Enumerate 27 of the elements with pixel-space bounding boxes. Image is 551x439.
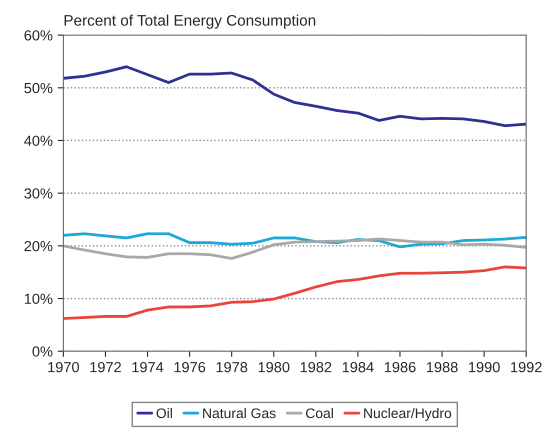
- legend-label: Oil: [156, 408, 172, 418]
- y-tick-label: 0%: [32, 346, 52, 357]
- x-tick-label: 1976: [174, 362, 206, 372]
- x-tick-label: 1982: [300, 362, 332, 372]
- line-series: [63, 65, 526, 128]
- y-tick-label: 20%: [24, 240, 52, 252]
- x-tick-label: 1984: [342, 362, 374, 372]
- x-tick-label: 1970: [48, 362, 80, 372]
- x-tick-label: 1978: [216, 362, 248, 372]
- x-tick-label: 1988: [426, 362, 458, 372]
- line-series: [63, 266, 526, 320]
- y-tick-label: 10%: [24, 294, 52, 304]
- legend-label: Nuclear/Hydro: [364, 408, 452, 421]
- x-tick-label: 1990: [469, 362, 500, 372]
- x-tick-label: 1980: [258, 362, 290, 372]
- y-tick-label: 50%: [24, 82, 52, 94]
- line-series: [63, 238, 526, 260]
- y-tick-label: 30%: [24, 188, 52, 199]
- legend-label: Natural Gas: [203, 408, 276, 418]
- x-tick-label: 1986: [384, 362, 416, 372]
- y-tick-label: 40%: [24, 136, 52, 146]
- x-tick-label: 1992: [511, 362, 542, 372]
- x-tick-label: 1972: [90, 362, 121, 372]
- y-tick-label: 60%: [24, 30, 52, 41]
- y-axis-title: Percent of Total Energy Consumption: [64, 14, 316, 29]
- legend-label: Coal: [306, 408, 333, 418]
- x-tick-label: 1974: [132, 362, 164, 372]
